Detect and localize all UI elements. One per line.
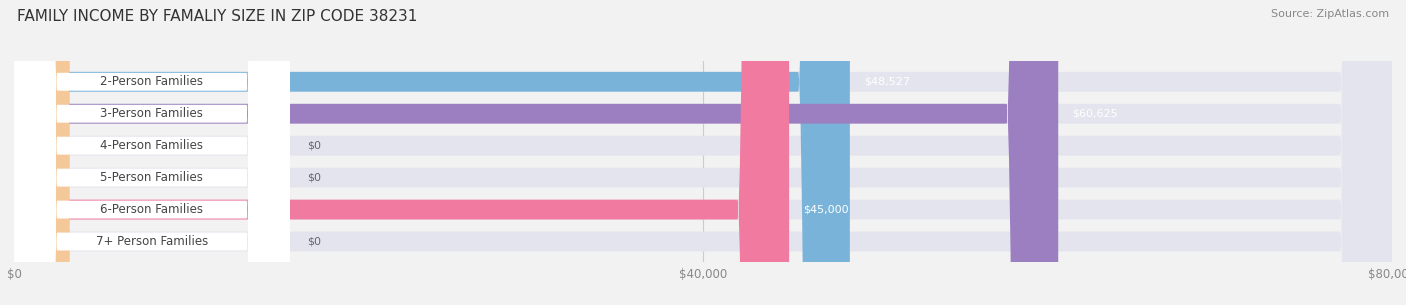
FancyBboxPatch shape <box>14 0 69 305</box>
Text: 6-Person Families: 6-Person Families <box>100 203 204 216</box>
FancyBboxPatch shape <box>14 0 1392 305</box>
Text: 5-Person Families: 5-Person Families <box>100 171 204 184</box>
Text: $60,625: $60,625 <box>1071 109 1118 119</box>
FancyBboxPatch shape <box>14 0 1392 305</box>
FancyBboxPatch shape <box>14 0 789 305</box>
FancyBboxPatch shape <box>14 0 290 305</box>
FancyBboxPatch shape <box>14 0 69 305</box>
FancyBboxPatch shape <box>14 0 1392 305</box>
Text: 3-Person Families: 3-Person Families <box>100 107 204 120</box>
Text: Source: ZipAtlas.com: Source: ZipAtlas.com <box>1271 9 1389 19</box>
Text: FAMILY INCOME BY FAMALIY SIZE IN ZIP CODE 38231: FAMILY INCOME BY FAMALIY SIZE IN ZIP COD… <box>17 9 418 24</box>
FancyBboxPatch shape <box>14 0 290 305</box>
Text: $0: $0 <box>307 141 321 151</box>
FancyBboxPatch shape <box>14 0 290 305</box>
Text: 2-Person Families: 2-Person Families <box>100 75 204 88</box>
FancyBboxPatch shape <box>14 0 1392 305</box>
FancyBboxPatch shape <box>14 0 1059 305</box>
FancyBboxPatch shape <box>14 0 290 305</box>
Text: 4-Person Families: 4-Person Families <box>100 139 204 152</box>
Text: $0: $0 <box>307 237 321 246</box>
FancyBboxPatch shape <box>14 0 849 305</box>
FancyBboxPatch shape <box>14 0 1392 305</box>
Text: $45,000: $45,000 <box>803 205 849 215</box>
FancyBboxPatch shape <box>14 0 1392 305</box>
FancyBboxPatch shape <box>14 0 290 305</box>
Text: $0: $0 <box>307 173 321 183</box>
FancyBboxPatch shape <box>14 0 290 305</box>
FancyBboxPatch shape <box>14 0 69 305</box>
Text: 7+ Person Families: 7+ Person Families <box>96 235 208 248</box>
Text: $48,527: $48,527 <box>863 77 910 87</box>
